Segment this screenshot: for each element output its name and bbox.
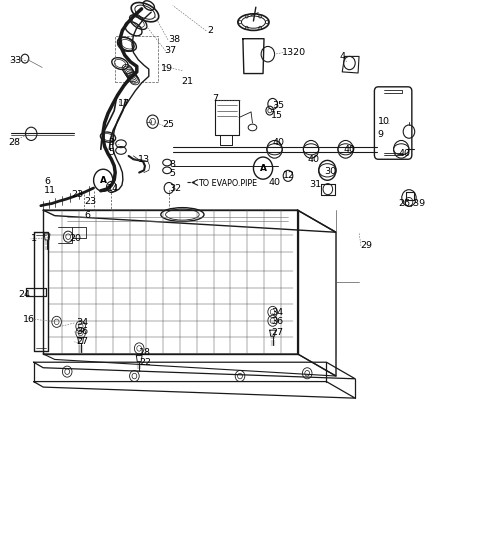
Text: 10: 10 (378, 117, 390, 126)
Text: 8: 8 (169, 160, 175, 169)
Text: 18: 18 (139, 348, 151, 357)
Text: 1320: 1320 (282, 48, 306, 57)
Text: 12: 12 (283, 171, 295, 180)
Text: 40: 40 (398, 149, 410, 158)
Text: 23: 23 (84, 197, 96, 206)
Text: 1: 1 (31, 234, 36, 243)
Text: 37: 37 (165, 46, 177, 55)
Text: 35: 35 (273, 101, 285, 109)
Text: 28: 28 (9, 138, 21, 147)
Text: 32: 32 (169, 184, 181, 192)
Text: 24: 24 (18, 290, 30, 299)
Text: 36: 36 (76, 327, 88, 336)
Text: 7: 7 (213, 94, 219, 103)
Text: TO EVAPO.PIPE: TO EVAPO.PIPE (198, 179, 257, 188)
Text: 6: 6 (44, 177, 50, 186)
Text: 34: 34 (272, 309, 284, 317)
Text: 11: 11 (44, 186, 56, 195)
Text: 40: 40 (344, 145, 356, 154)
Text: 31: 31 (310, 180, 322, 189)
Text: A: A (100, 176, 107, 185)
Text: 40: 40 (269, 178, 281, 187)
Text: 36: 36 (272, 317, 284, 326)
Text: 40: 40 (273, 138, 285, 147)
Text: 23: 23 (71, 190, 83, 199)
Text: 16: 16 (23, 315, 35, 324)
Text: 30: 30 (324, 167, 336, 176)
Text: 4: 4 (340, 53, 346, 61)
Text: 33: 33 (10, 56, 22, 65)
Text: 6: 6 (84, 211, 90, 220)
Text: 15: 15 (271, 111, 283, 120)
Text: 19: 19 (161, 64, 173, 73)
Text: 5: 5 (169, 169, 175, 178)
Text: 29: 29 (360, 241, 372, 250)
Text: 14: 14 (107, 184, 119, 192)
Text: 5: 5 (108, 148, 114, 157)
Text: 2: 2 (207, 27, 213, 35)
Text: 3: 3 (108, 138, 114, 147)
Text: 9: 9 (377, 130, 384, 139)
Text: 17: 17 (118, 100, 130, 108)
Text: A: A (260, 164, 266, 173)
Text: 34: 34 (76, 319, 88, 327)
Text: 13: 13 (138, 155, 150, 164)
Text: 26,39: 26,39 (398, 199, 426, 208)
Text: 40: 40 (307, 155, 319, 164)
Text: 27: 27 (272, 328, 284, 337)
Text: 38: 38 (168, 35, 180, 44)
Text: 22: 22 (139, 358, 151, 367)
Text: 25: 25 (162, 120, 174, 129)
Text: 27: 27 (76, 337, 88, 346)
Text: 20: 20 (70, 234, 82, 243)
Text: 21: 21 (181, 77, 193, 86)
